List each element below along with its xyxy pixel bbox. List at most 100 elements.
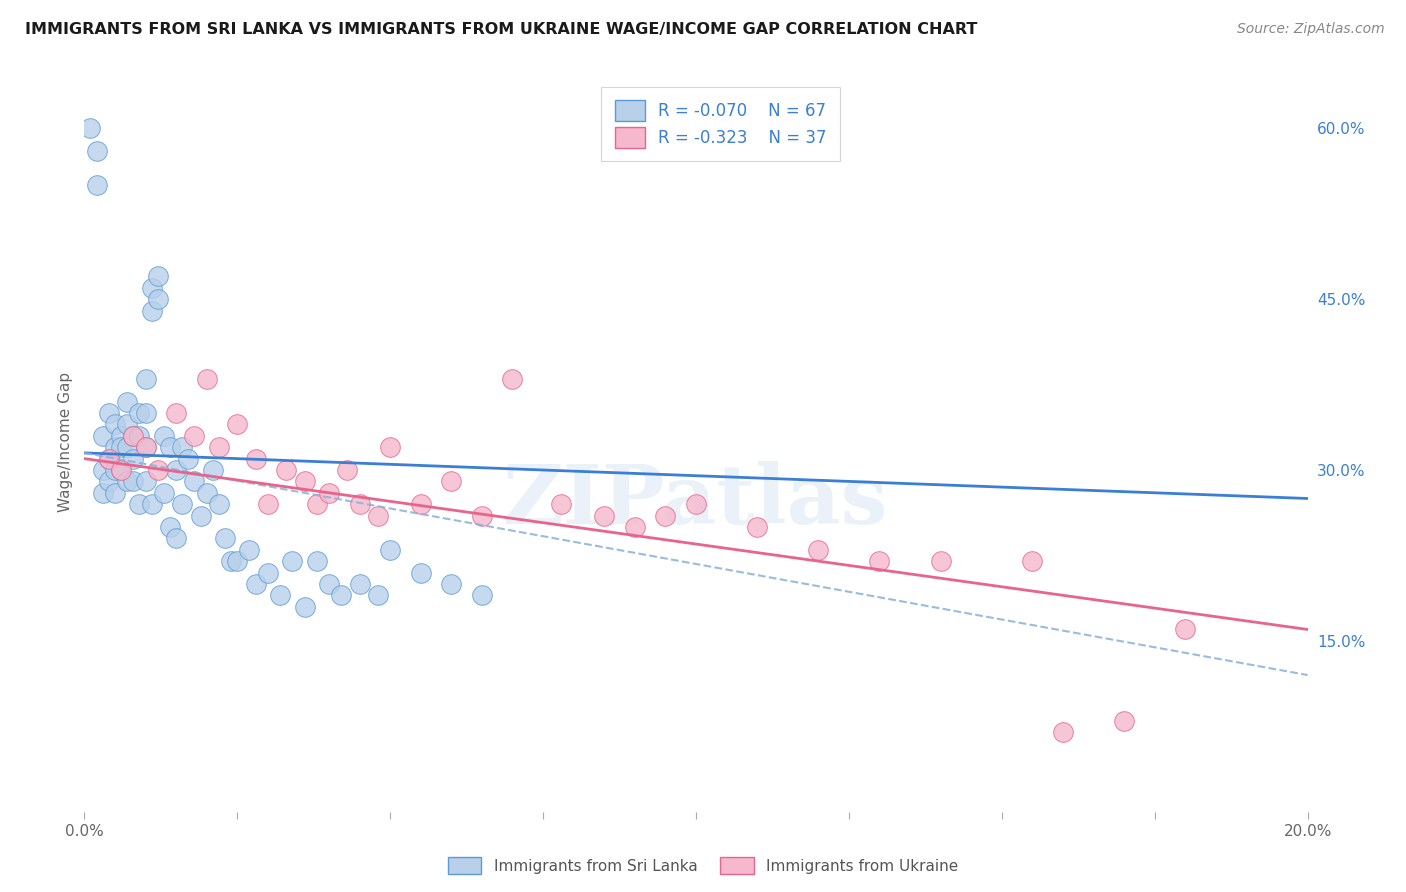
- Point: [122, 451, 145, 466]
- Point: [115, 440, 138, 454]
- Point: [1174, 623, 1197, 637]
- Point: [195, 485, 218, 500]
- Point: [685, 497, 707, 511]
- Point: [190, 508, 212, 523]
- Point: [122, 429, 145, 443]
- Point: [409, 497, 432, 511]
- Point: [115, 475, 138, 489]
- Point: [135, 440, 157, 454]
- Point: [128, 406, 150, 420]
- Point: [86, 144, 108, 158]
- Point: [208, 497, 231, 511]
- Point: [380, 542, 402, 557]
- Point: [177, 451, 200, 466]
- Point: [91, 485, 114, 500]
- Point: [104, 485, 127, 500]
- Legend: Immigrants from Sri Lanka, Immigrants from Ukraine: Immigrants from Sri Lanka, Immigrants fr…: [441, 851, 965, 880]
- Point: [1052, 725, 1074, 739]
- Point: [305, 554, 328, 568]
- Point: [141, 281, 163, 295]
- Point: [110, 429, 132, 443]
- Point: [165, 532, 187, 546]
- Point: [245, 451, 267, 466]
- Point: [183, 475, 205, 489]
- Point: [97, 451, 120, 466]
- Point: [257, 497, 280, 511]
- Legend: R = -0.070    N = 67, R = -0.323    N = 37: R = -0.070 N = 67, R = -0.323 N = 37: [602, 87, 839, 161]
- Point: [110, 440, 132, 454]
- Point: [219, 554, 242, 568]
- Point: [146, 463, 169, 477]
- Point: [201, 463, 224, 477]
- Point: [104, 463, 127, 477]
- Point: [440, 577, 463, 591]
- Point: [146, 269, 169, 284]
- Point: [654, 508, 676, 523]
- Point: [135, 440, 157, 454]
- Point: [1021, 554, 1043, 568]
- Point: [86, 178, 108, 193]
- Point: [159, 440, 181, 454]
- Point: [135, 475, 157, 489]
- Point: [471, 508, 494, 523]
- Point: [195, 372, 218, 386]
- Text: IMMIGRANTS FROM SRI LANKA VS IMMIGRANTS FROM UKRAINE WAGE/INCOME GAP CORRELATION: IMMIGRANTS FROM SRI LANKA VS IMMIGRANTS …: [25, 22, 977, 37]
- Point: [1114, 714, 1136, 728]
- Point: [281, 554, 304, 568]
- Point: [110, 463, 132, 477]
- Point: [226, 554, 249, 568]
- Point: [330, 588, 353, 602]
- Point: [128, 429, 150, 443]
- Point: [97, 406, 120, 420]
- Point: [97, 451, 120, 466]
- Point: [91, 463, 114, 477]
- Point: [79, 121, 101, 136]
- Point: [153, 485, 176, 500]
- Point: [318, 577, 340, 591]
- Point: [318, 485, 340, 500]
- Point: [159, 520, 181, 534]
- Text: ZIPatlas: ZIPatlas: [503, 461, 889, 541]
- Point: [153, 429, 176, 443]
- Point: [226, 417, 249, 432]
- Point: [165, 406, 187, 420]
- Y-axis label: Wage/Income Gap: Wage/Income Gap: [58, 371, 73, 512]
- Point: [367, 508, 389, 523]
- Point: [172, 440, 194, 454]
- Point: [141, 497, 163, 511]
- Point: [110, 463, 132, 477]
- Point: [869, 554, 891, 568]
- Point: [115, 417, 138, 432]
- Point: [305, 497, 328, 511]
- Point: [146, 292, 169, 306]
- Point: [128, 497, 150, 511]
- Point: [172, 497, 194, 511]
- Point: [807, 542, 830, 557]
- Point: [349, 497, 371, 511]
- Point: [183, 429, 205, 443]
- Point: [294, 599, 316, 614]
- Point: [409, 566, 432, 580]
- Text: Source: ZipAtlas.com: Source: ZipAtlas.com: [1237, 22, 1385, 37]
- Point: [91, 429, 114, 443]
- Point: [269, 588, 291, 602]
- Point: [550, 497, 572, 511]
- Point: [141, 303, 163, 318]
- Point: [276, 463, 298, 477]
- Point: [104, 417, 127, 432]
- Point: [97, 475, 120, 489]
- Point: [624, 520, 647, 534]
- Point: [502, 372, 524, 386]
- Point: [135, 406, 157, 420]
- Point: [165, 463, 187, 477]
- Point: [208, 440, 231, 454]
- Point: [349, 577, 371, 591]
- Point: [336, 463, 359, 477]
- Point: [238, 542, 260, 557]
- Point: [593, 508, 616, 523]
- Point: [380, 440, 402, 454]
- Point: [245, 577, 267, 591]
- Point: [929, 554, 952, 568]
- Point: [104, 440, 127, 454]
- Point: [122, 475, 145, 489]
